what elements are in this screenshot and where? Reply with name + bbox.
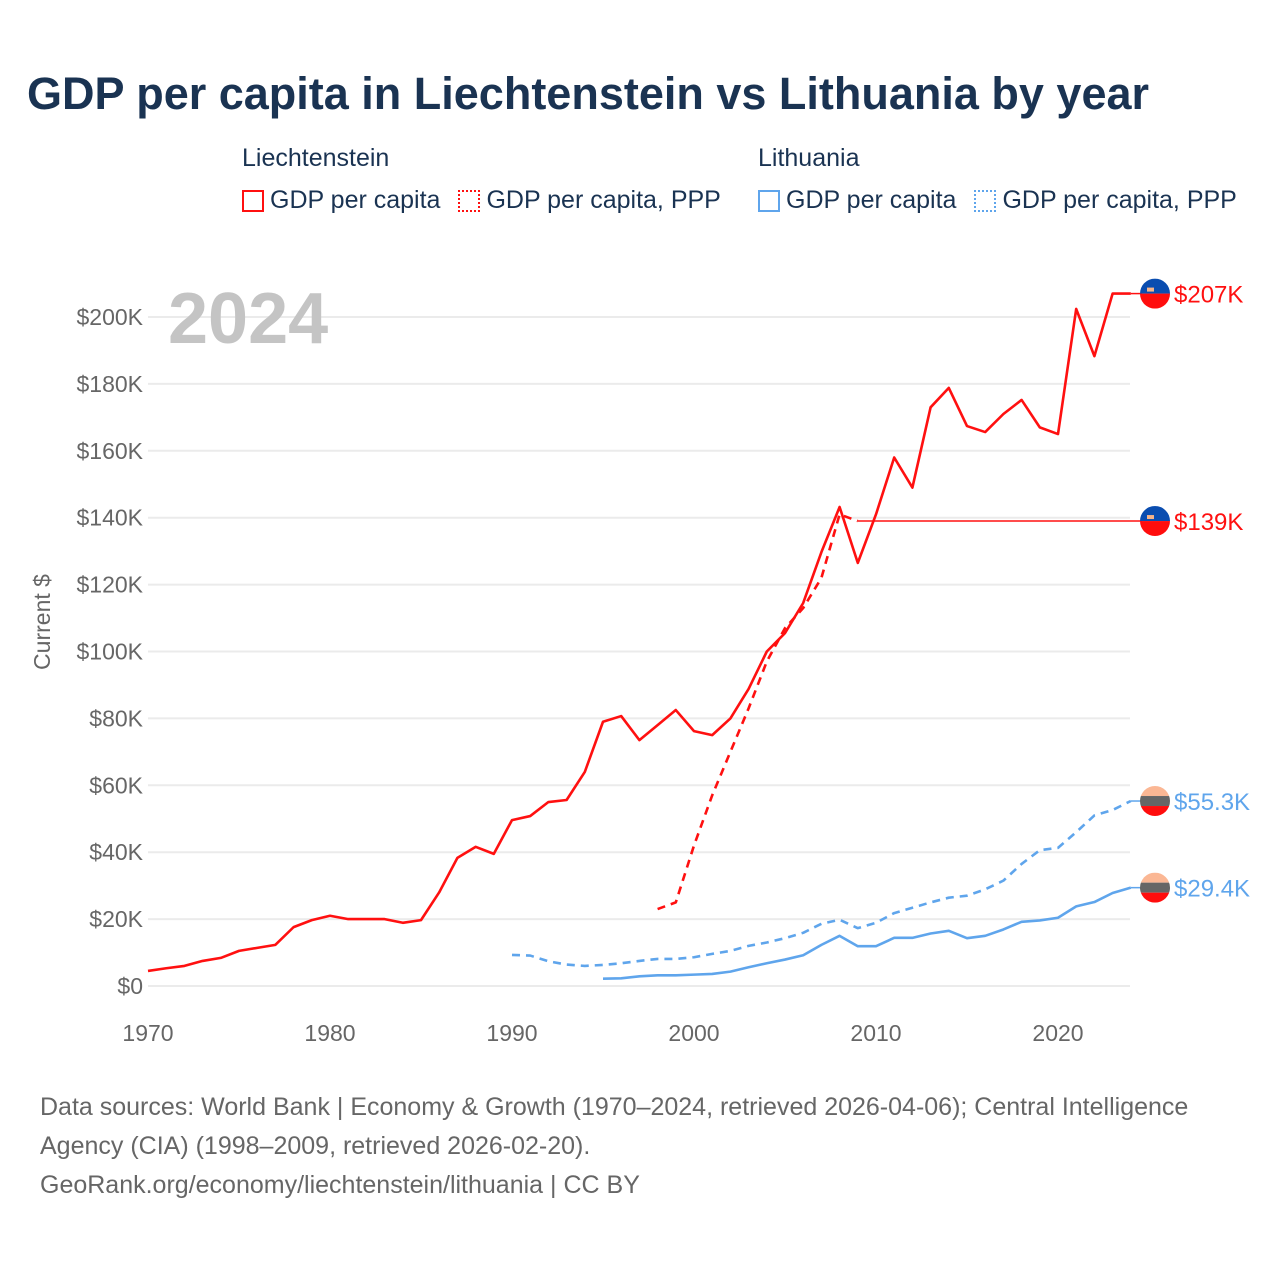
legend-item-label: GDP per capita bbox=[270, 186, 441, 214]
y-axis-label: Current $ bbox=[29, 574, 55, 670]
lithuania-flag-icon bbox=[1140, 872, 1170, 903]
y-tick-label: $60K bbox=[89, 772, 143, 798]
legend-swatch-dotted bbox=[458, 189, 481, 212]
liechtenstein-flag-icon bbox=[1140, 506, 1170, 537]
x-tick-label: 2010 bbox=[850, 1020, 901, 1046]
year-watermark: 2024 bbox=[168, 279, 328, 359]
end-value-label: $29.4K bbox=[1174, 876, 1250, 903]
x-tick-label: 1970 bbox=[122, 1020, 173, 1046]
crown-icon bbox=[1147, 287, 1154, 292]
legend-liechtenstein: Liechtenstein GDP per capita GDP per cap… bbox=[242, 144, 721, 215]
lithuania-flag-icon bbox=[1140, 786, 1170, 817]
series-line bbox=[657, 513, 859, 911]
flag-band bbox=[1140, 806, 1170, 817]
flag-band bbox=[1140, 506, 1170, 522]
end-value-label: $139K bbox=[1174, 509, 1243, 536]
legend-item-gdp-ppp[interactable]: GDP per capita, PPP bbox=[458, 186, 721, 215]
end-value-label: $207K bbox=[1174, 282, 1243, 309]
series-line bbox=[511, 799, 1132, 968]
series-line bbox=[147, 292, 1131, 973]
legend-swatch-dotted bbox=[974, 189, 997, 212]
flag-band bbox=[1140, 892, 1170, 903]
flag-band bbox=[1140, 293, 1170, 309]
y-tick-label: $80K bbox=[89, 705, 143, 731]
y-tick-label: $140K bbox=[76, 505, 143, 531]
legend-lithuania: Lithuania GDP per capita GDP per capita,… bbox=[758, 144, 1237, 215]
legend-item-gdp[interactable]: GDP per capita bbox=[242, 186, 440, 215]
credit-link[interactable]: GeoRank.org/economy/liechtenstein/lithua… bbox=[40, 1171, 640, 1199]
chart-title: GDP per capita in Liechtenstein vs Lithu… bbox=[27, 68, 1150, 119]
y-tick-label: $120K bbox=[76, 572, 143, 598]
legend-item-gdp-ppp[interactable]: GDP per capita, PPP bbox=[974, 186, 1237, 215]
flag-band bbox=[1140, 278, 1170, 294]
y-tick-label: $100K bbox=[76, 639, 143, 665]
flag-band bbox=[1140, 786, 1170, 797]
y-tick-label: $0 bbox=[117, 973, 143, 999]
data-sources: Data sources: World Bank | Economy & Gro… bbox=[40, 1093, 1189, 1160]
flag-band bbox=[1140, 796, 1170, 807]
flag-band bbox=[1140, 521, 1170, 537]
legend-item-label: GDP per capita, PPP bbox=[1002, 186, 1237, 214]
liechtenstein-flag-icon bbox=[1140, 278, 1170, 309]
y-tick-label: $20K bbox=[89, 906, 143, 932]
flag-band bbox=[1140, 872, 1170, 883]
x-tick-label: 1990 bbox=[486, 1020, 537, 1046]
legend-country-label: Liechtenstein bbox=[242, 144, 390, 172]
y-tick-label: $200K bbox=[76, 304, 143, 330]
y-tick-label: $180K bbox=[76, 371, 143, 397]
y-tick-label: $160K bbox=[76, 438, 143, 464]
legend-swatch-solid bbox=[758, 189, 780, 212]
legend-item-label: GDP per capita bbox=[786, 186, 957, 214]
legend-item-label: GDP per capita, PPP bbox=[486, 186, 721, 214]
legend-country-label: Lithuania bbox=[758, 144, 860, 172]
end-value-label: $55.3K bbox=[1174, 789, 1250, 816]
flag-band bbox=[1140, 882, 1170, 893]
legend-swatch-solid bbox=[242, 189, 264, 212]
series-line bbox=[602, 886, 1132, 980]
footer: Data sources: World Bank | Economy & Gro… bbox=[40, 1088, 1250, 1205]
crown-icon bbox=[1147, 515, 1154, 520]
x-tick-label: 1980 bbox=[304, 1020, 355, 1046]
y-tick-label: $40K bbox=[89, 839, 143, 865]
x-tick-label: 2020 bbox=[1032, 1020, 1083, 1046]
legend-item-gdp[interactable]: GDP per capita bbox=[758, 186, 956, 215]
x-tick-label: 2000 bbox=[668, 1020, 719, 1046]
